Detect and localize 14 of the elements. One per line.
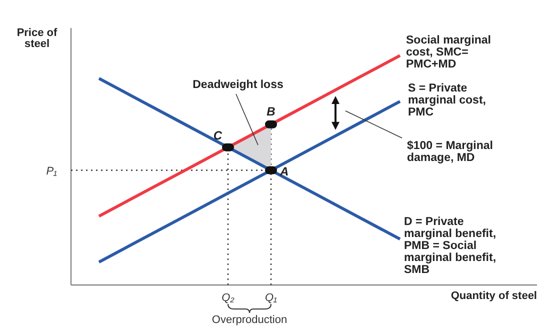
text: Overproduction [212,314,288,326]
series-label: Social marginal cost, SMC= PMC+MD [406,34,492,71]
x-axis-title: Quantity of steel [450,290,537,302]
annotation: $100 = Marginal damage, MD [407,140,493,164]
annotation: B [266,104,276,118]
x-tick-label: Q₂ [222,292,236,304]
x-tick-label: Q₁ [264,292,278,304]
series-label: S = Private marginal cost, PMC [408,82,486,118]
annotation: Deadweight loss [192,79,284,91]
annotation: A [279,164,289,178]
ref-line-label: P₁ [46,165,58,178]
annotation: C [213,128,222,142]
series-label: D = Private marginal benefit, PMB = Social marginal benefit, SMB [404,216,496,276]
y-axis-title: Price of steel [16,27,58,50]
